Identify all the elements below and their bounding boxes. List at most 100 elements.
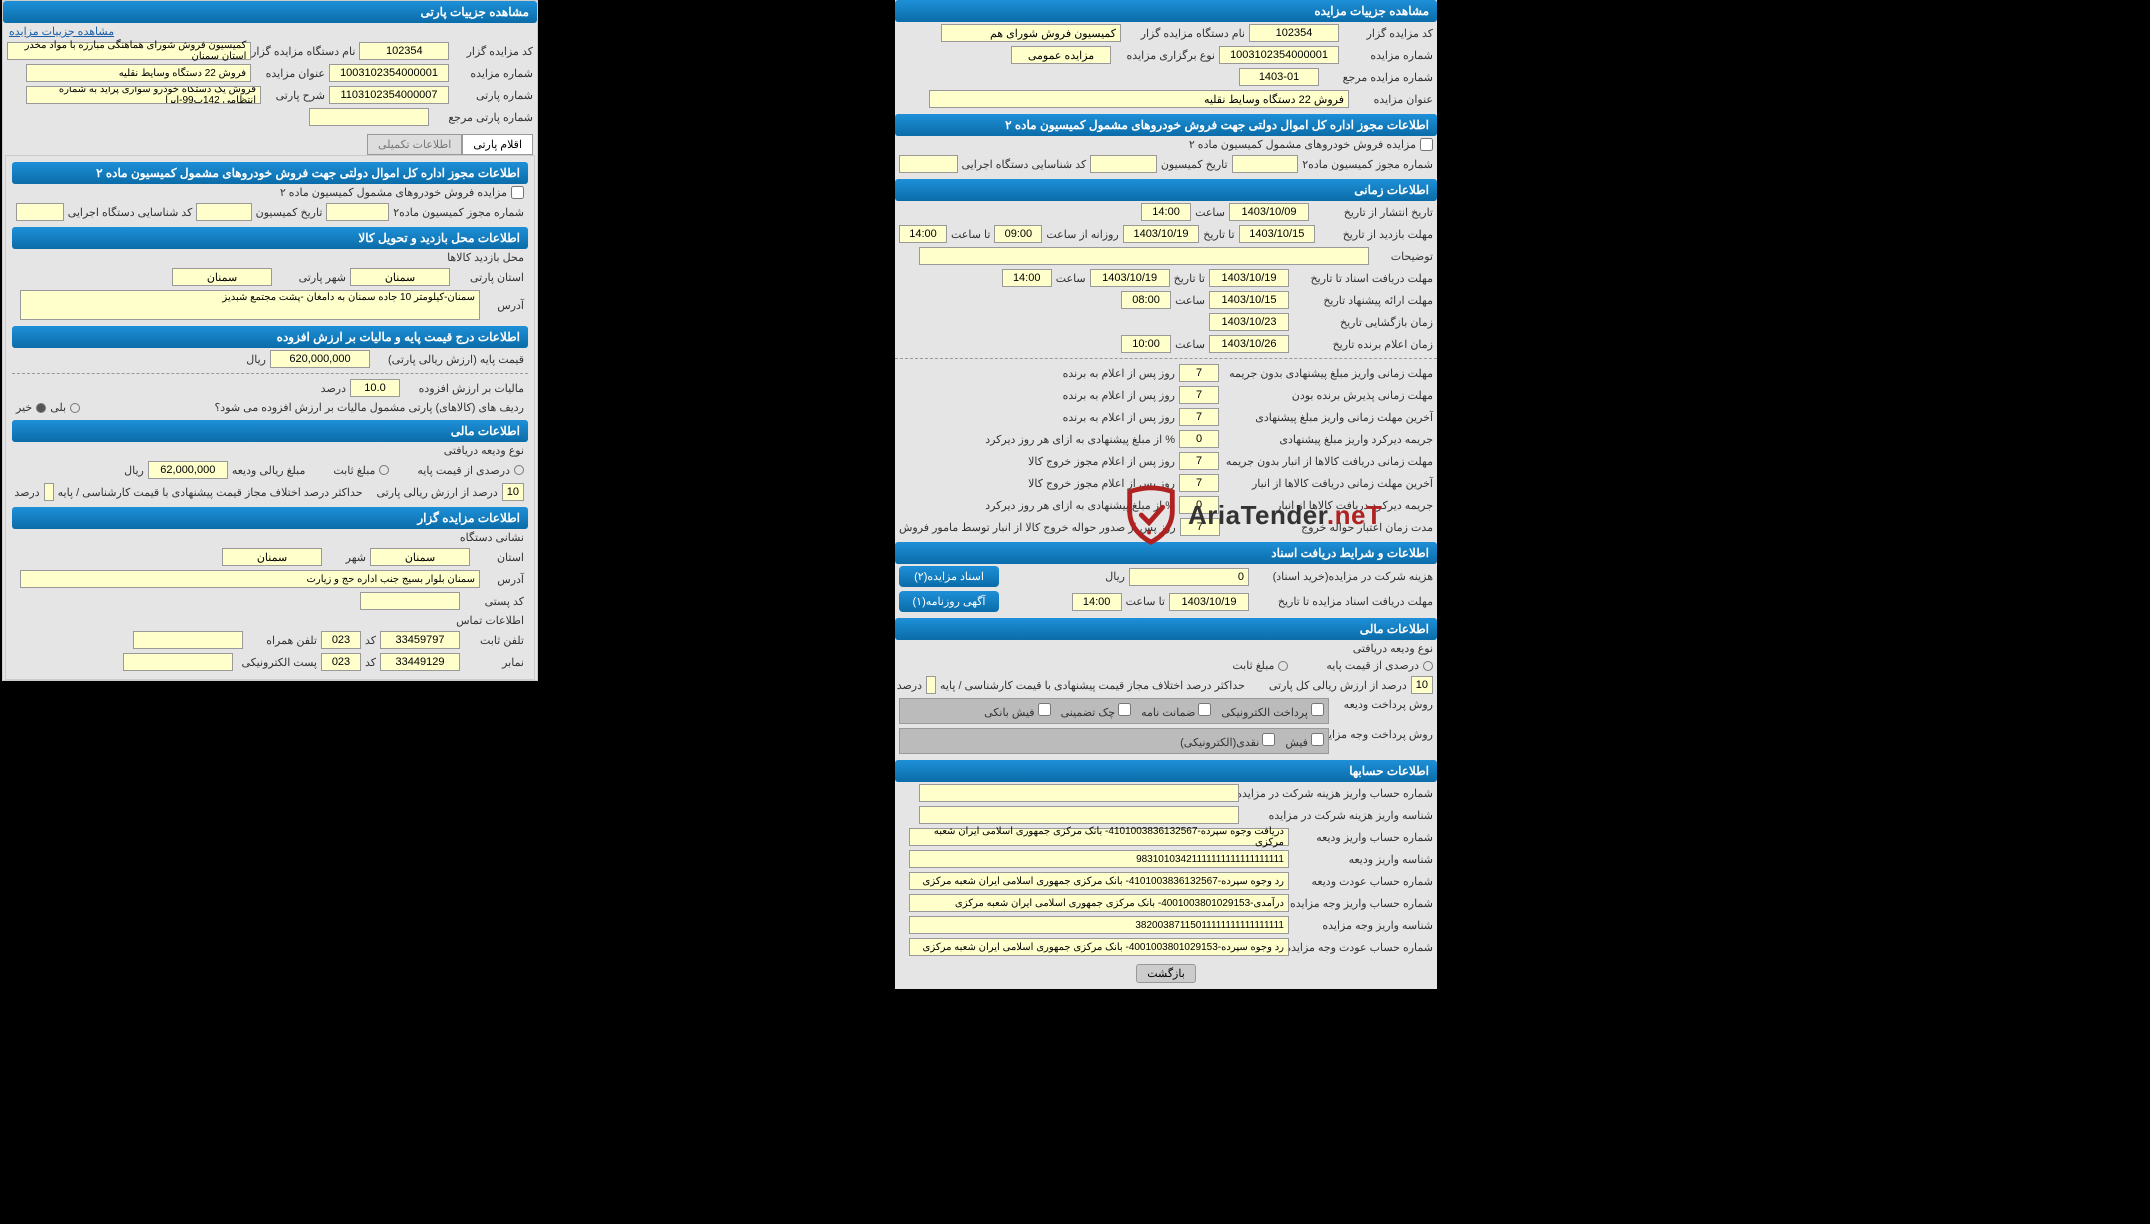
radio-fixed-l[interactable]: [379, 465, 389, 475]
lbl-max-diff: حداکثر درصد اختلاف مجاز قیمت پیشنهادی با…: [940, 679, 1245, 692]
lbl-visit-loc: محل بازدید کالاها: [447, 251, 524, 264]
chk-slip[interactable]: [1038, 703, 1051, 716]
lbl-a5: شماره حساب عودت ودیعه: [1293, 875, 1433, 888]
lbl-yes: بلی: [50, 401, 66, 414]
lbl-fixed: مبلغ ثابت: [1232, 659, 1274, 672]
u-d2: روز پس از اعلام به برنده: [1063, 389, 1175, 402]
radio-pct-base[interactable]: [1423, 661, 1433, 671]
lbl-check: چک تضمینی: [1061, 707, 1115, 719]
chk-epay[interactable]: [1311, 703, 1324, 716]
lbl-email: پست الکترونیکی: [237, 656, 317, 669]
lbl-permit-date: تاریخ کمیسیون: [1161, 158, 1228, 171]
logo-t1: AriaTender: [1188, 500, 1327, 530]
chk-article2-left[interactable]: [511, 186, 524, 199]
lbl-p-auction-title: عنوان مزایده: [255, 67, 325, 80]
lbl-doc-deadline: مهلت دریافت اسناد تا تاریخ: [1293, 272, 1433, 285]
lbl-addr: آدرس: [484, 299, 524, 312]
lbl-p-code: کد مزایده گزار: [453, 45, 533, 58]
lbl-auction-title: عنوان مزایده: [1353, 93, 1433, 106]
lbl-slip: فیش بانکی: [984, 707, 1034, 719]
lbl-province: استان پارتی: [454, 271, 524, 284]
link-view-auction[interactable]: مشاهده جزییات مزایده: [9, 26, 114, 38]
lbl-deposit-suf: درصد از ارزش ریالی کل پارتی: [1269, 679, 1407, 692]
fld-visit-to: 1403/10/19: [1123, 225, 1199, 243]
lbl-a1: شماره حساب واریز هزینه شرکت در مزایده: [1243, 787, 1433, 800]
fld-org-city: سمنان: [222, 548, 322, 566]
lbl-org-city: شهر: [326, 551, 366, 564]
lbl-mobile: تلفن همراه: [247, 634, 317, 647]
lbl-d2: مهلت زمانی پذیرش برنده بودن: [1223, 389, 1433, 402]
u-pct-l: درصد: [321, 382, 346, 395]
party-panel: مشاهده جزییات پارتی مشاهده جزییات مزایده…: [2, 0, 538, 681]
fld-a1: [919, 784, 1239, 802]
lbl-d3: آخرین مهلت زمانی واریز مبلغ پیشنهادی: [1223, 411, 1433, 424]
fld-ref-no: 1403-01: [1239, 68, 1319, 86]
u-rial-l2: ریال: [124, 464, 144, 477]
lbl-publish-hour: ساعت: [1195, 206, 1225, 219]
fld-doc-hour: 14:00: [1002, 269, 1052, 287]
btn-back[interactable]: بازگشت: [1136, 964, 1196, 983]
fld-exec-code-l: [16, 203, 64, 221]
fld-winner-date: 1403/10/26: [1209, 335, 1289, 353]
lbl-city: شهر پارتی: [276, 271, 346, 284]
radio-fixed[interactable]: [1278, 661, 1288, 671]
fld-winner-hour: 10:00: [1121, 335, 1171, 353]
btn-auction-docs[interactable]: اسناد مزایده(۲): [899, 566, 999, 587]
lbl-tel: تلفن ثابت: [464, 634, 524, 647]
lbl-p-name: نام دستگاه مزایده گزار: [255, 45, 355, 58]
lbl-tel-code: کد: [365, 634, 376, 647]
radio-pct-l[interactable]: [514, 465, 524, 475]
fld-permit-no-l: [326, 203, 389, 221]
logo-text: AriaTender.neT: [1188, 500, 1382, 531]
fld-doc-deadline2: 1403/10/19: [1090, 269, 1170, 287]
fld-p-name: کمیسیون فروش شورای هماهنگی مبارزه با موا…: [7, 42, 251, 60]
tab-extra-info[interactable]: اطلاعات تکمیلی: [367, 134, 462, 155]
fld-a6: درآمدی-4001003801029153- بانک مرکزی جمهو…: [909, 894, 1289, 912]
fld-postcode: [360, 592, 460, 610]
fld-permit-no: [1232, 155, 1299, 173]
fld-auction-no: 1003102354000001: [1219, 46, 1339, 64]
chk-article2[interactable]: [1420, 138, 1433, 151]
fld-auctioneer-name: کمیسیون فروش شورای هم: [941, 24, 1121, 42]
lbl-visit-from: مهلت بازدید از تاریخ: [1319, 228, 1433, 241]
lbl-a4: شناسه واریز ودیعه: [1293, 853, 1433, 866]
chk-check[interactable]: [1118, 703, 1131, 716]
radio-no[interactable]: [36, 403, 46, 413]
lbl-fixed-l: مبلغ ثابت: [333, 464, 375, 477]
lbl-max-diff-l: حداکثر درصد اختلاف مجاز قیمت پیشنهادی با…: [58, 486, 363, 499]
lbl-party-ref: شماره پارتی مرجع: [433, 111, 533, 124]
fld-a3: دریافت وجوه سپرده-4101003836132567- بانک…: [909, 828, 1289, 846]
fld-doc-deadline-hour: 14:00: [1072, 593, 1122, 611]
lbl-d4: جریمه دیرکرد واریز مبلغ پیشنهادی: [1223, 433, 1433, 446]
btn-newspaper-ad[interactable]: آگهی روزنامه(۱): [899, 591, 999, 612]
lbl-a3: شماره حساب واریز ودیعه: [1293, 831, 1433, 844]
pay-method-box: فیش نقدی(الکترونیکی): [899, 728, 1329, 754]
lbl-deposit-type: نوع ودیعه دریافتی: [1353, 642, 1433, 655]
header-time-info: اطلاعات زمانی: [895, 179, 1437, 201]
lbl-a7: شناسه واریز وجه مزایده: [1293, 919, 1433, 932]
fld-doc-deadline-date: 1403/10/19: [1169, 593, 1249, 611]
chk-guarantee[interactable]: [1198, 703, 1211, 716]
fld-desc: [919, 247, 1369, 265]
lbl-no: خیر: [16, 401, 32, 414]
lbl-p-auction-no: شماره مزایده: [453, 67, 533, 80]
lbl-deposit-method: روش پرداخت ودیعه: [1333, 698, 1433, 711]
lbl-fish: فیش: [1285, 737, 1308, 749]
fld-max-diff: [926, 676, 936, 694]
header-price: اطلاعات درج قیمت پایه و مالیات بر ارزش ا…: [12, 326, 528, 348]
tab-party-items[interactable]: اقلام پارتی: [462, 134, 533, 155]
lbl-a8: شماره حساب عودت وجه مزایده: [1293, 941, 1433, 954]
lbl-pct-l: درصدی از قیمت پایه: [417, 464, 510, 477]
fld-a2: [919, 806, 1239, 824]
lbl-permit-no-l: شماره مجوز کمیسیون ماده۲: [393, 206, 524, 219]
u-pct: درصد: [897, 679, 922, 692]
fld-tel: 33459797: [380, 631, 460, 649]
fld-d2: 7: [1179, 386, 1219, 404]
chk-fish[interactable]: [1311, 733, 1324, 746]
fld-publish-from: 1403/10/09: [1229, 203, 1309, 221]
fld-org-prov: سمنان: [370, 548, 470, 566]
fld-party-desc: فروش یک دستگاه خودرو سواری پراید به شمار…: [26, 86, 261, 104]
chk-cash-e[interactable]: [1262, 733, 1275, 746]
lbl-exec-code: کد شناسایی دستگاه اجرایی: [962, 158, 1087, 171]
radio-yes[interactable]: [70, 403, 80, 413]
